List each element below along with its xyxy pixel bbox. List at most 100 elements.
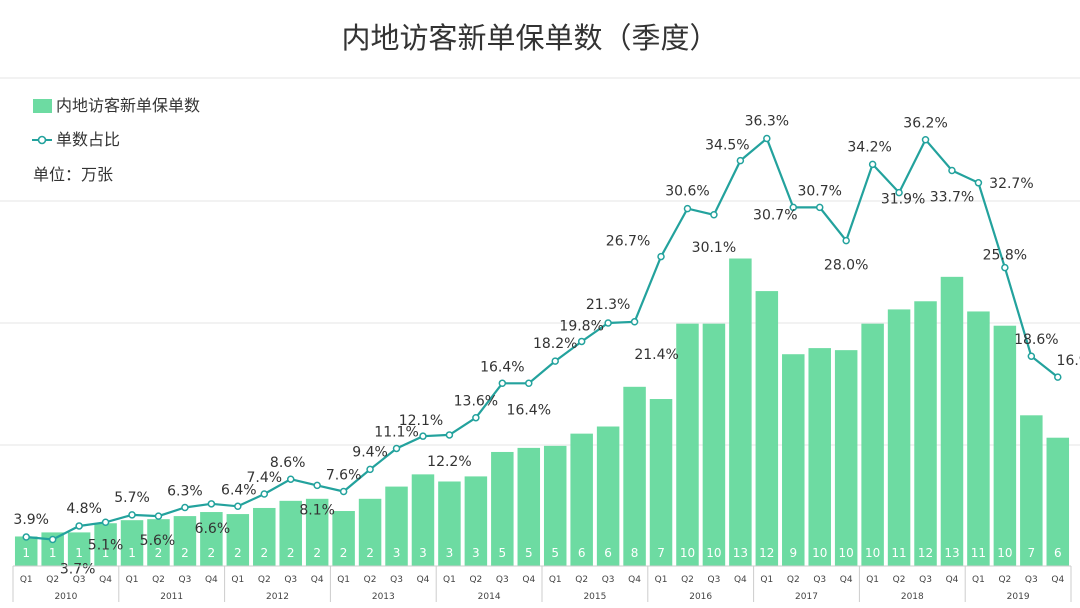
bar	[491, 451, 514, 566]
year-tick-label: 2013	[372, 592, 395, 602]
pct-marker	[392, 444, 401, 453]
quarter-tick-label: Q1	[760, 575, 773, 585]
bar-value-label: 5	[525, 546, 533, 560]
quarter-tick-label: Q4	[205, 575, 218, 585]
pct-label: 31.9%	[881, 192, 925, 208]
quarter-tick-label: Q4	[628, 575, 641, 585]
pct-label: 13.6%	[454, 394, 498, 410]
year-tick-label: 2019	[1007, 592, 1030, 602]
pct-label: 21.3%	[586, 297, 630, 313]
pct-marker	[498, 379, 507, 388]
pct-marker	[286, 475, 295, 483]
pct-label: 12.2%	[427, 454, 471, 470]
bar-value-label: 2	[340, 546, 348, 560]
bar	[279, 500, 302, 566]
pct-marker	[868, 160, 877, 169]
year-tick-label: 2011	[160, 592, 183, 602]
pct-label: 19.8%	[559, 318, 603, 334]
pct-marker	[551, 357, 559, 365]
quarter-tick-label: Q4	[99, 575, 112, 585]
bar-value-label: 6	[1054, 546, 1062, 560]
pct-marker	[842, 236, 850, 245]
quarter-tick-label: Q2	[364, 575, 377, 585]
bar-value-label: 1	[22, 546, 30, 560]
chart-title: 内地访客新单保单数（季度）	[341, 21, 718, 55]
pct-label: 34.2%	[847, 139, 891, 155]
bar	[438, 481, 461, 566]
year-tick-label: 2015	[583, 592, 606, 602]
pct-marker	[604, 319, 612, 327]
pct-label: 32.7%	[989, 176, 1033, 192]
pct-label: 18.2%	[533, 336, 577, 352]
pct-label: 9.4%	[352, 444, 388, 460]
quarter-tick-label: Q1	[337, 575, 350, 585]
pct-marker	[789, 203, 798, 212]
pct-marker	[472, 413, 480, 422]
pct-marker	[419, 432, 427, 440]
pct-label: 6.4%	[221, 482, 257, 498]
pct-label: 30.7%	[753, 207, 797, 223]
bar	[67, 532, 91, 566]
year-tick-label: 2016	[689, 592, 712, 602]
bar-value-label: 10	[680, 546, 695, 560]
bar	[782, 354, 805, 566]
bar	[226, 514, 250, 566]
bar-value-label: 2	[366, 546, 374, 560]
quarter-tick-label: Q2	[787, 575, 800, 585]
bar	[940, 276, 964, 566]
bar-value-label: 12	[918, 546, 933, 560]
bar	[173, 516, 197, 566]
quarter-tick-label: Q2	[469, 575, 482, 585]
pct-marker	[181, 503, 189, 512]
bar	[914, 301, 937, 566]
pct-marker	[763, 134, 771, 143]
year-tick-label: 2017	[795, 592, 818, 602]
bar-value-label: 12	[759, 546, 774, 560]
bar-value-label: 2	[208, 546, 216, 560]
legend-bar-label: 内地访客新单保单数	[56, 96, 200, 115]
bar	[200, 512, 223, 566]
pct-marker	[577, 337, 586, 346]
bar-value-label: 11	[971, 546, 986, 560]
bar	[305, 498, 329, 566]
pct-marker	[683, 204, 692, 213]
bar	[570, 433, 593, 566]
pct-label: 12.1%	[399, 413, 443, 429]
bar	[1046, 437, 1070, 566]
pct-label: 5.6%	[140, 533, 176, 549]
pct-markers	[22, 134, 1062, 544]
legend: 内地访客新单保单数 单数占比 单位：万张	[32, 96, 200, 184]
pct-label: 7.4%	[246, 470, 282, 486]
pct-label: 18.6%	[1014, 332, 1058, 348]
quarter-tick-label: Q2	[681, 575, 694, 585]
bars	[14, 258, 1070, 566]
pct-marker	[1027, 352, 1036, 360]
pct-label: 26.7%	[606, 234, 650, 250]
bar	[729, 258, 752, 566]
pct-label: 5.1%	[88, 537, 124, 553]
quarter-tick-label: Q2	[893, 575, 906, 585]
bar	[385, 486, 408, 566]
bar	[147, 519, 170, 566]
bar	[649, 399, 673, 566]
quarter-tick-label: Q3	[708, 575, 721, 585]
pct-marker	[207, 500, 216, 508]
pct-labels: 3.9% 3.7% 4.8% 5.1% 5.7% 5.6% 6.3% 6.6% 6.4%7.4%…	[13, 114, 1080, 578]
legend-bar-swatch	[33, 99, 52, 113]
pct-label: 30.1%	[692, 240, 736, 256]
bar	[41, 532, 64, 566]
pct-marker	[815, 203, 824, 212]
pct-marker	[657, 252, 665, 261]
bar	[1020, 415, 1043, 566]
pct-label: 5.7%	[114, 490, 150, 506]
bar-value-label: 1	[128, 546, 136, 560]
quarter-tick-label: Q4	[734, 575, 747, 585]
quarter-tick-label: Q3	[602, 575, 615, 585]
bar-value-label: 10	[865, 546, 880, 560]
bar-value-label: 2	[181, 546, 189, 560]
pct-label: 16.4%	[480, 359, 524, 375]
pct-marker	[710, 211, 718, 219]
bar	[834, 350, 858, 566]
year-tick-label: 2018	[901, 592, 924, 602]
quarter-tick-label: Q1	[443, 575, 456, 585]
